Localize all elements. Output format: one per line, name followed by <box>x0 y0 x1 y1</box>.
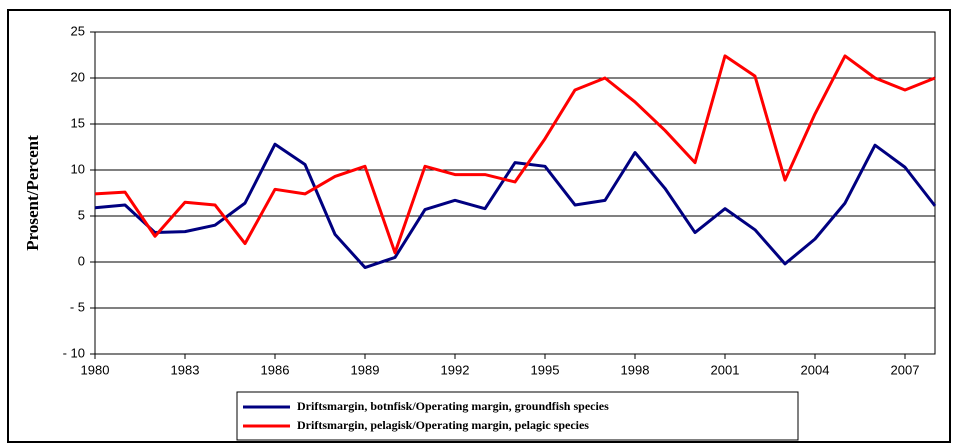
plot-area <box>94 31 936 355</box>
x-tick-label: 2004 <box>801 362 830 377</box>
series-line <box>94 142 937 270</box>
y-tick-label: 0 <box>78 253 85 268</box>
y-tick-label: 15 <box>71 115 85 130</box>
legend-frame <box>236 391 799 441</box>
legend-label: Driftsmargin, botnfisk/Operating margin,… <box>297 399 609 413</box>
x-tick-label: 1983 <box>171 362 200 377</box>
x-tick-label: 1995 <box>531 362 560 377</box>
y-tick-label: 20 <box>71 69 85 84</box>
x-tick-label: 1986 <box>261 362 290 377</box>
series-line <box>94 54 936 255</box>
x-tick-label: 1992 <box>441 362 470 377</box>
x-tick-label: 1998 <box>621 362 650 377</box>
y-tick-label: - 10 <box>63 345 85 360</box>
y-tick-label: - 5 <box>70 299 85 314</box>
y-tick-label: 5 <box>78 207 85 222</box>
x-tick-label: 2001 <box>711 362 740 377</box>
x-tick-label: 1980 <box>81 362 110 377</box>
x-tick-label: 1989 <box>351 362 380 377</box>
x-tick-label: 2007 <box>891 362 920 377</box>
y-axis-label: Prosent/Percent <box>23 135 42 251</box>
legend-label: Driftsmargin, pelagisk/Operating margin,… <box>297 418 589 432</box>
y-tick-label: 25 <box>71 23 85 38</box>
y-tick-label: 10 <box>71 161 85 176</box>
